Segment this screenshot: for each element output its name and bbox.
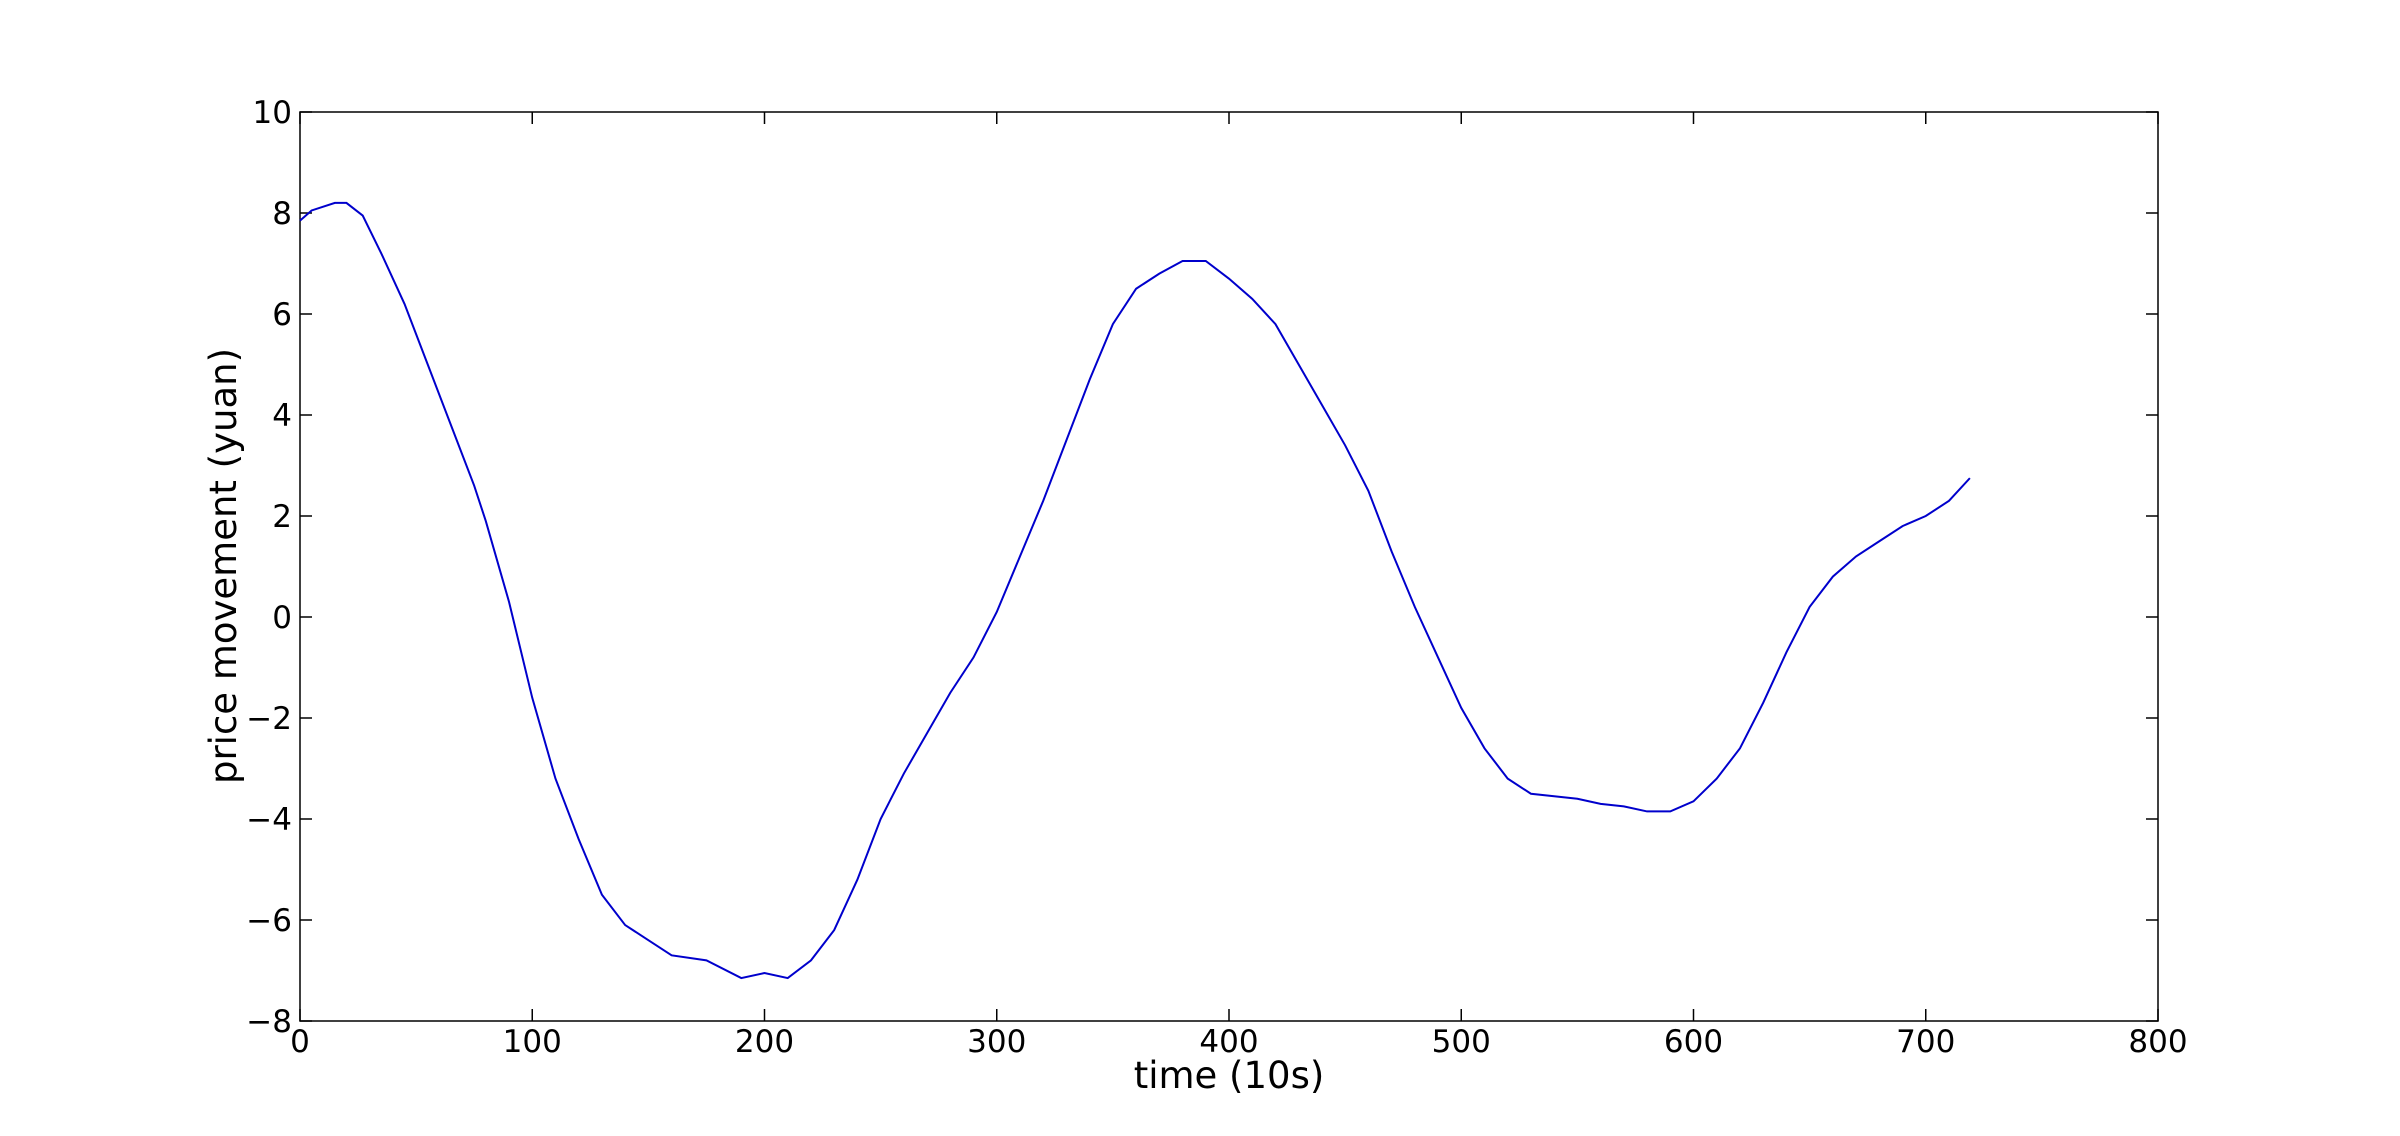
y-tick-label: 0 <box>272 600 292 636</box>
x-tick-label: 600 <box>1664 1024 1723 1060</box>
y-tick-label: −6 <box>246 903 292 939</box>
y-tick-label: −2 <box>246 701 292 737</box>
y-tick-label: −8 <box>246 1004 292 1040</box>
line-series <box>299 201 1971 980</box>
y-tick-label: 10 <box>253 95 292 131</box>
y-tick-label: −4 <box>246 802 292 838</box>
y-tick-label: 2 <box>272 499 292 535</box>
x-tick-label: 400 <box>1199 1024 1258 1060</box>
x-tick-label: 500 <box>1432 1024 1491 1060</box>
plot-frame <box>299 111 2159 1022</box>
x-axis-label: time (10s) <box>1134 1054 1325 1097</box>
x-tick-label: 100 <box>503 1024 562 1060</box>
x-tick-label: 700 <box>1896 1024 1955 1060</box>
y-tick-label: 8 <box>272 196 292 232</box>
y-tick-label: 6 <box>272 297 292 333</box>
y-axis-label: price movement (yuan) <box>202 348 245 784</box>
x-tick-label: 200 <box>735 1024 794 1060</box>
x-tick-label: 0 <box>290 1024 310 1060</box>
x-tick-label: 800 <box>2128 1024 2187 1060</box>
y-tick-label: 4 <box>272 398 292 434</box>
x-tick-label: 300 <box>967 1024 1026 1060</box>
